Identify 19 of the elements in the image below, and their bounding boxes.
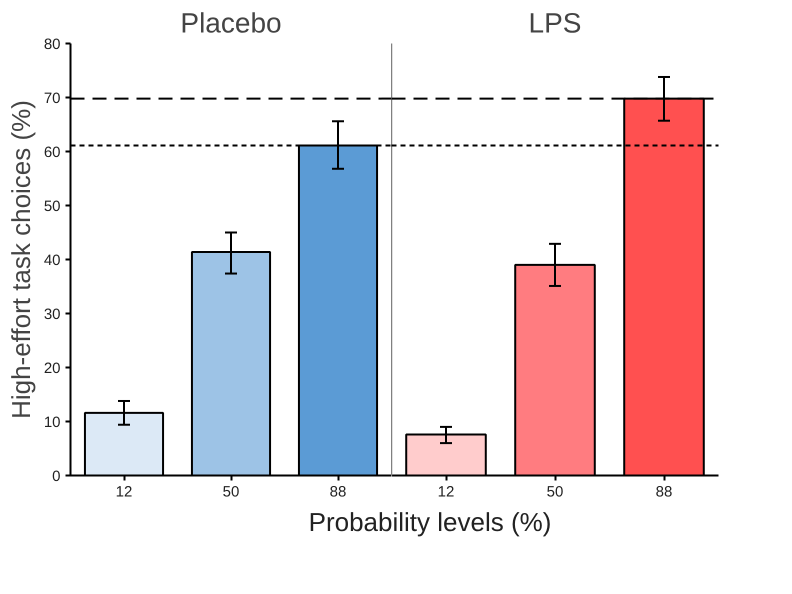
- chart-title: Placebo: [180, 8, 282, 38]
- y-tick-label: 70: [44, 90, 61, 107]
- y-tick-label: 60: [44, 144, 61, 161]
- x-tick-label: 88: [330, 484, 346, 500]
- x-tick-label: 12: [438, 484, 454, 500]
- y-tick-label: 0: [52, 468, 60, 485]
- y-tick-label: 80: [44, 36, 61, 53]
- chart-title: LPS: [528, 8, 582, 38]
- y-axis-title: High-effort task choices (%): [6, 100, 36, 419]
- y-tick-label: 50: [44, 198, 61, 215]
- x-tick-label: 12: [116, 484, 132, 500]
- y-tick-label: 10: [44, 414, 61, 431]
- y-tick-label: 30: [44, 306, 61, 323]
- x-axis-title: Probability levels (%): [308, 506, 552, 539]
- y-tick-label: 40: [44, 252, 61, 269]
- y-tick-label: 20: [44, 360, 61, 377]
- x-tick-label: 88: [656, 484, 672, 500]
- x-tick-label: 50: [546, 484, 564, 500]
- x-tick-label: 50: [222, 484, 240, 500]
